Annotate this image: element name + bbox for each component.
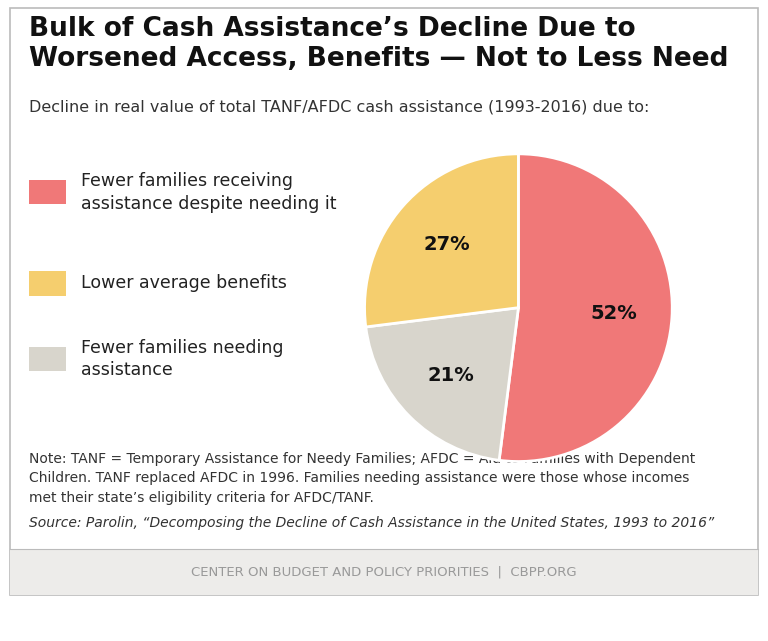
Text: 52%: 52% xyxy=(591,304,637,323)
Text: 21%: 21% xyxy=(428,365,475,385)
Text: Note: TANF = Temporary Assistance for Needy Families; AFDC = Aid to Families wit: Note: TANF = Temporary Assistance for Ne… xyxy=(29,452,696,505)
Text: Fewer families needing
assistance: Fewer families needing assistance xyxy=(81,338,283,379)
Text: 27%: 27% xyxy=(423,235,470,254)
Bar xyxy=(10,549,758,595)
Text: Decline in real value of total TANF/AFDC cash assistance (1993-2016) due to:: Decline in real value of total TANF/AFDC… xyxy=(29,99,650,114)
Text: Lower average benefits: Lower average benefits xyxy=(81,274,286,292)
Text: Source: Parolin, “Decomposing the Decline of Cash Assistance in the United State: Source: Parolin, “Decomposing the Declin… xyxy=(29,516,714,530)
Bar xyxy=(29,180,66,204)
Bar xyxy=(29,347,66,371)
Bar xyxy=(29,271,66,296)
Wedge shape xyxy=(499,154,672,462)
Text: Fewer families receiving
assistance despite needing it: Fewer families receiving assistance desp… xyxy=(81,172,336,213)
Text: CENTER ON BUDGET AND POLICY PRIORITIES  |  CBPP.ORG: CENTER ON BUDGET AND POLICY PRIORITIES |… xyxy=(191,565,577,578)
Text: Bulk of Cash Assistance’s Decline Due to
Worsened Access, Benefits — Not to Less: Bulk of Cash Assistance’s Decline Due to… xyxy=(29,16,729,72)
Wedge shape xyxy=(365,154,518,327)
Wedge shape xyxy=(366,308,518,460)
